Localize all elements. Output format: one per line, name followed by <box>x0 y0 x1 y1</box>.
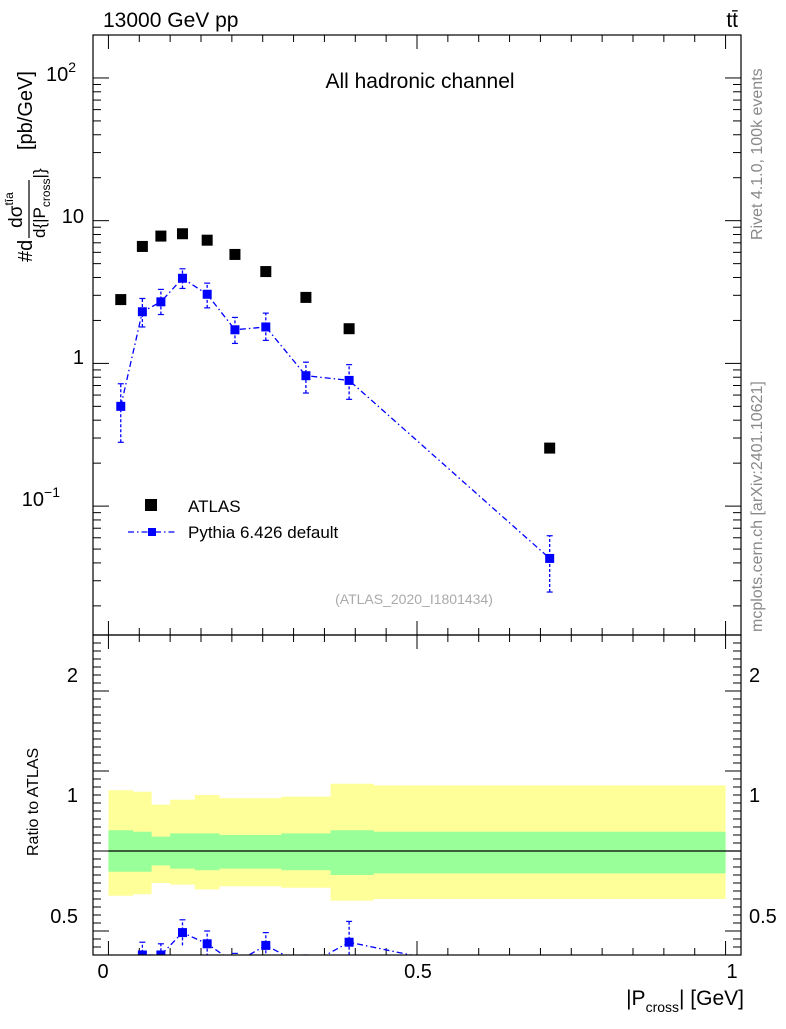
ratio-y-tick-05-right: 0.5 <box>749 906 777 928</box>
legend: ATLAS Pythia 6.426 default <box>128 497 339 542</box>
atlas-point <box>544 442 556 454</box>
ratio-point <box>301 962 310 971</box>
legend-pythia-label: Pythia 6.426 default <box>188 523 339 542</box>
y-tick-label-0p1: 10−1 <box>22 484 60 511</box>
x-tick-0: 0 <box>97 961 108 983</box>
ratio-point <box>344 937 354 947</box>
ratio-frame <box>92 634 742 956</box>
atlas-point <box>343 323 355 335</box>
pythia-point <box>177 273 187 283</box>
atlas-point <box>300 291 312 303</box>
ratio-ticks <box>93 634 741 956</box>
ratio-point <box>261 940 271 950</box>
legend-atlas-marker <box>145 499 157 511</box>
svg-text:d{|Pcross|}: d{|Pcross|} <box>30 168 53 238</box>
rivet-label: Rivet 4.1.0, 100k events <box>749 68 766 240</box>
x-tick-1: 1 <box>726 961 737 983</box>
energy-label: 13000 GeV pp <box>103 9 238 32</box>
main-y-tick-labels: 102 10 1 10−1 <box>22 59 84 511</box>
atlas-point <box>229 248 241 260</box>
legend-atlas-label: ATLAS <box>188 497 241 516</box>
atlas-point <box>201 234 213 246</box>
mcplots-label: mcplots.cern.ch [arXiv:2401.10621] <box>749 381 766 632</box>
svg-text:[pb/GeV]: [pb/GeV] <box>15 71 37 150</box>
ratio-point <box>177 928 187 938</box>
atlas-point <box>136 240 148 252</box>
process-label: tt̄ <box>726 9 738 32</box>
y-tick-label-10: 10 <box>62 206 84 228</box>
x-tick-05: 0.5 <box>404 961 432 983</box>
pythia-point <box>545 553 555 563</box>
atlas-point <box>176 228 188 240</box>
pythia-point <box>156 297 166 307</box>
main-panel: All hadronic channel (ATLAS_2020_I180143… <box>2 34 742 636</box>
ratio-point <box>202 939 212 949</box>
legend-pythia-marker <box>148 528 156 536</box>
pythia-point <box>137 307 147 317</box>
pythia-line <box>120 277 551 559</box>
ratio-y-tick-labels: 2 1 0.5 2 1 0.5 <box>50 665 777 928</box>
ratio-point <box>156 950 166 955</box>
atlas-point <box>155 230 167 242</box>
x-tick-labels: 0 0.5 1 <box>97 961 737 983</box>
pythia-point <box>301 371 311 381</box>
svg-text:dσtīa: dσtīa <box>2 192 27 228</box>
svg-text:#d: #d <box>15 240 37 262</box>
ratio-marks <box>116 919 554 988</box>
ratio-panel: 2 1 0.5 2 1 0.5 Ratio to ATLAS 0 0.5 1 |… <box>25 634 777 1015</box>
ratio-y-axis-title: Ratio to ATLAS <box>25 748 42 856</box>
ratio-y-tick-2-right: 2 <box>749 665 760 687</box>
chart-title: All hadronic channel <box>325 70 514 93</box>
ratio-pythia-line <box>141 931 415 955</box>
x-axis-title: |Pcross| [GeV] <box>626 987 744 1015</box>
ratio-y-tick-05-left: 0.5 <box>50 906 78 928</box>
main-marks <box>115 228 556 593</box>
ratio-point <box>230 959 239 968</box>
atlas-point <box>260 266 272 278</box>
ratio-point <box>545 979 554 988</box>
pythia-point <box>116 401 126 411</box>
ratio-bands <box>108 783 741 901</box>
main-frame <box>92 34 742 636</box>
ratio-point <box>116 978 125 987</box>
y-tick-label-100: 102 <box>46 59 76 86</box>
ratio-y-tick-2-left: 2 <box>67 665 78 687</box>
pythia-point <box>202 289 212 299</box>
ratio-y-tick-1-left: 1 <box>67 785 78 807</box>
atlas-point <box>115 294 127 306</box>
ratio-point <box>137 950 147 955</box>
y-tick-label-1: 1 <box>73 347 84 369</box>
pythia-point <box>230 325 240 335</box>
analysis-label: (ATLAS_2020_I1801434) <box>335 591 493 607</box>
ratio-band-inner <box>108 830 726 875</box>
pythia-point <box>344 375 354 385</box>
main-y-axis-title: #d dσtīa d{|Pcross|} [pb/GeV] <box>2 71 53 262</box>
pythia-point <box>261 322 271 332</box>
ratio-y-tick-1-right: 1 <box>749 785 760 807</box>
main-ticks <box>93 34 741 635</box>
